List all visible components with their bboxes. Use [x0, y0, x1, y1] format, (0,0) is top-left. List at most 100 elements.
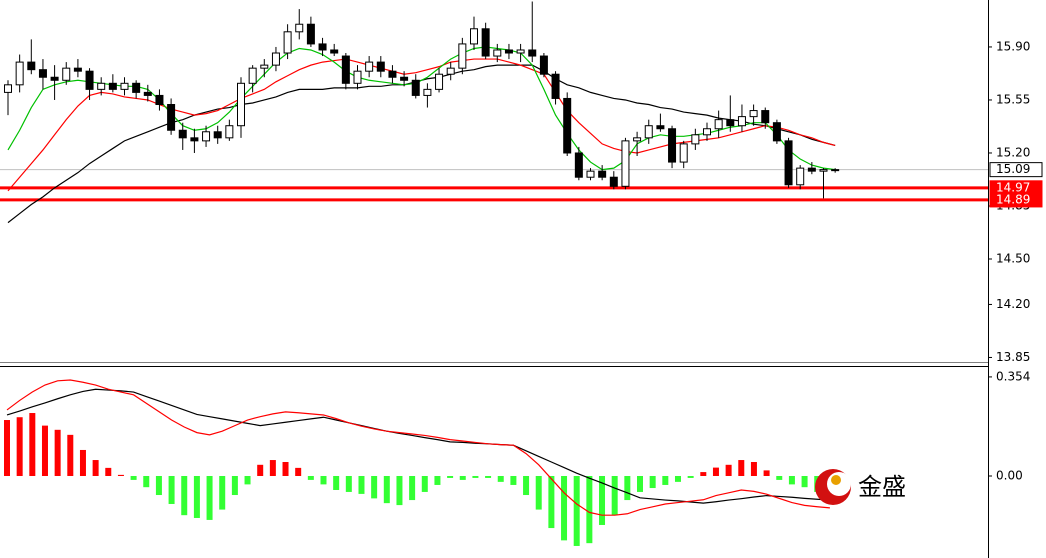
y-tick-label: 15.20	[996, 145, 1030, 159]
candle-body	[353, 70, 362, 84]
histogram-bar	[269, 460, 276, 476]
candle-body	[73, 67, 82, 72]
candle-body	[341, 55, 350, 84]
y-tick-label: 15.55	[996, 92, 1030, 106]
logo-text: 金盛	[858, 473, 906, 501]
histogram-bar	[662, 475, 669, 485]
candle-body	[481, 28, 490, 57]
candle-body	[539, 55, 548, 75]
histogram-bar	[611, 475, 618, 516]
histogram-bar	[763, 470, 770, 476]
histogram-bar	[231, 475, 238, 496]
candle-body	[726, 119, 735, 127]
histogram-bar	[16, 417, 23, 476]
candle-body	[400, 76, 409, 81]
histogram-bar	[447, 475, 454, 478]
candle-body	[772, 122, 781, 142]
histogram-bar	[421, 475, 428, 492]
candle-body	[633, 137, 642, 142]
candle-body	[202, 131, 211, 142]
histogram-bar	[548, 475, 555, 529]
candle-body	[621, 140, 630, 187]
candle-body	[178, 129, 187, 139]
candle-body	[167, 104, 176, 131]
candle-body	[248, 67, 257, 84]
candle-body	[271, 52, 280, 66]
histogram-bar	[117, 474, 124, 476]
candle-body	[598, 170, 607, 178]
candle-body	[190, 137, 199, 142]
histogram-bar	[206, 475, 213, 520]
candle-body	[761, 110, 770, 124]
histogram-bar	[434, 475, 441, 485]
histogram-bar	[586, 475, 593, 544]
histogram-bar	[257, 464, 264, 476]
candle-body	[318, 43, 327, 51]
price-label-box	[989, 192, 1043, 208]
candle-body	[470, 28, 478, 45]
candle-body	[365, 61, 374, 72]
histogram-bar	[29, 413, 36, 476]
histogram-bar	[485, 475, 492, 478]
histogram-bar	[219, 475, 226, 510]
histogram-bar	[282, 462, 289, 476]
histogram-bar	[472, 475, 479, 478]
histogram-bar	[649, 475, 656, 489]
histogram-bar	[143, 475, 150, 488]
candle-body	[62, 67, 71, 81]
y-tick-label: 13.85	[996, 350, 1030, 364]
histogram-bar	[497, 475, 504, 482]
candle-body	[784, 140, 793, 186]
histogram-bar	[307, 475, 314, 480]
price-label: 14.97	[996, 180, 1030, 194]
candle-body	[50, 76, 59, 81]
candle-body	[458, 43, 467, 69]
candle-body	[516, 49, 525, 54]
histogram-bar	[155, 475, 162, 496]
candle-body	[4, 84, 12, 93]
y-tick-label: 0.354	[996, 369, 1030, 383]
candle-body	[807, 167, 816, 172]
histogram-bar	[193, 475, 200, 518]
candle-body	[330, 49, 339, 54]
candle-body	[237, 82, 245, 127]
histogram-bar	[41, 425, 48, 476]
logo-icon	[831, 475, 841, 485]
histogram-bar	[333, 475, 340, 490]
candle-body	[85, 70, 94, 90]
macd-line	[6, 379, 830, 516]
histogram-bar	[345, 475, 352, 492]
histogram-bar	[181, 475, 188, 516]
candle-body	[749, 110, 758, 118]
candle-body	[260, 64, 269, 69]
candle-body	[132, 82, 141, 93]
histogram-bar	[750, 462, 757, 476]
candle-body	[644, 125, 653, 139]
histogram-bar	[599, 475, 606, 525]
candle-body	[155, 94, 164, 106]
candle-body	[225, 125, 234, 139]
histogram-bar	[801, 475, 808, 488]
candle-body	[306, 23, 315, 45]
candle-body	[493, 49, 502, 57]
histogram-bar	[459, 475, 466, 480]
histogram-bar	[535, 475, 542, 510]
price-label-box	[989, 162, 1043, 178]
histogram-bar	[358, 475, 365, 494]
histogram-bar	[687, 475, 694, 478]
candle-body	[295, 23, 304, 33]
histogram-bar	[624, 475, 631, 501]
price-label: 14.89	[996, 192, 1030, 206]
histogram-bar	[105, 467, 112, 476]
candle-body	[563, 97, 572, 154]
histogram-bar	[573, 475, 580, 546]
candle-body	[27, 61, 36, 71]
histogram-bar	[510, 475, 517, 485]
histogram-bar	[674, 475, 681, 482]
histogram-bar	[776, 475, 783, 480]
y-tick-label: 15.90	[996, 39, 1030, 53]
candle-body	[528, 49, 537, 57]
histogram-bar	[79, 449, 86, 476]
histogram-bar	[295, 467, 302, 476]
